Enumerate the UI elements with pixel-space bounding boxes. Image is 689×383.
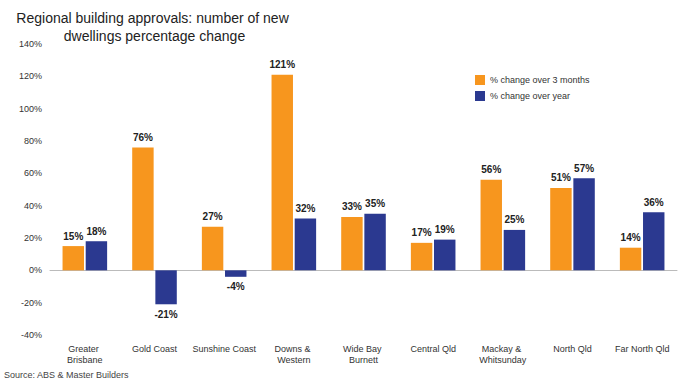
svg-text:36%: 36% — [644, 197, 664, 208]
svg-text:% change over 3 months: % change over 3 months — [490, 75, 590, 85]
svg-text:80%: 80% — [24, 136, 42, 146]
svg-text:Far North Qld: Far North Qld — [615, 344, 670, 354]
svg-text:dwellings percentage change: dwellings percentage change — [64, 28, 246, 44]
svg-text:Downs &: Downs & — [275, 344, 314, 354]
svg-text:Western: Western — [277, 355, 310, 365]
svg-text:15%: 15% — [63, 231, 83, 242]
svg-text:-40%: -40% — [21, 330, 42, 340]
svg-text:51%: 51% — [551, 172, 571, 183]
svg-text:120%: 120% — [19, 71, 42, 81]
svg-text:0%: 0% — [29, 265, 42, 275]
svg-text:Regional building approvals: n: Regional building approvals: number of n… — [16, 10, 292, 26]
svg-text:19%: 19% — [435, 224, 455, 235]
svg-text:27%: 27% — [203, 211, 223, 222]
svg-text:76%: 76% — [133, 132, 153, 143]
svg-text:-4%: -4% — [227, 281, 245, 292]
svg-text:Whitsunday: Whitsunday — [479, 355, 527, 365]
svg-text:18%: 18% — [86, 226, 106, 237]
svg-text:-21%: -21% — [154, 309, 177, 320]
svg-text:Burnett: Burnett — [349, 355, 379, 365]
svg-text:Sunshine Coast: Sunshine Coast — [192, 344, 256, 354]
svg-text:121%: 121% — [269, 59, 295, 70]
svg-text:Wide Bay: Wide Bay — [343, 344, 384, 354]
svg-text:-20%: -20% — [21, 298, 42, 308]
svg-text:Brisbane: Brisbane — [67, 355, 103, 365]
svg-text:140%: 140% — [19, 39, 42, 49]
svg-text:Mackay &: Mackay & — [482, 344, 524, 354]
svg-text:32%: 32% — [295, 203, 315, 214]
svg-text:Central Qld: Central Qld — [410, 344, 456, 354]
svg-text:17%: 17% — [412, 227, 432, 238]
svg-text:57%: 57% — [574, 163, 594, 174]
svg-text:25%: 25% — [504, 214, 524, 225]
svg-text:20%: 20% — [24, 233, 42, 243]
svg-text:35%: 35% — [365, 198, 385, 209]
svg-text:60%: 60% — [24, 168, 42, 178]
svg-text:% change over year: % change over year — [490, 91, 570, 101]
svg-text:North Qld: North Qld — [553, 344, 592, 354]
svg-text:14%: 14% — [621, 232, 641, 243]
svg-text:40%: 40% — [24, 201, 42, 211]
svg-text:Greater: Greater — [68, 344, 101, 354]
svg-text:Source: ABS & Master Builders: Source: ABS & Master Builders — [4, 370, 129, 380]
svg-text:100%: 100% — [19, 104, 42, 114]
svg-text:33%: 33% — [342, 201, 362, 212]
svg-text:56%: 56% — [481, 164, 501, 175]
svg-text:Gold Coast: Gold Coast — [132, 344, 178, 354]
